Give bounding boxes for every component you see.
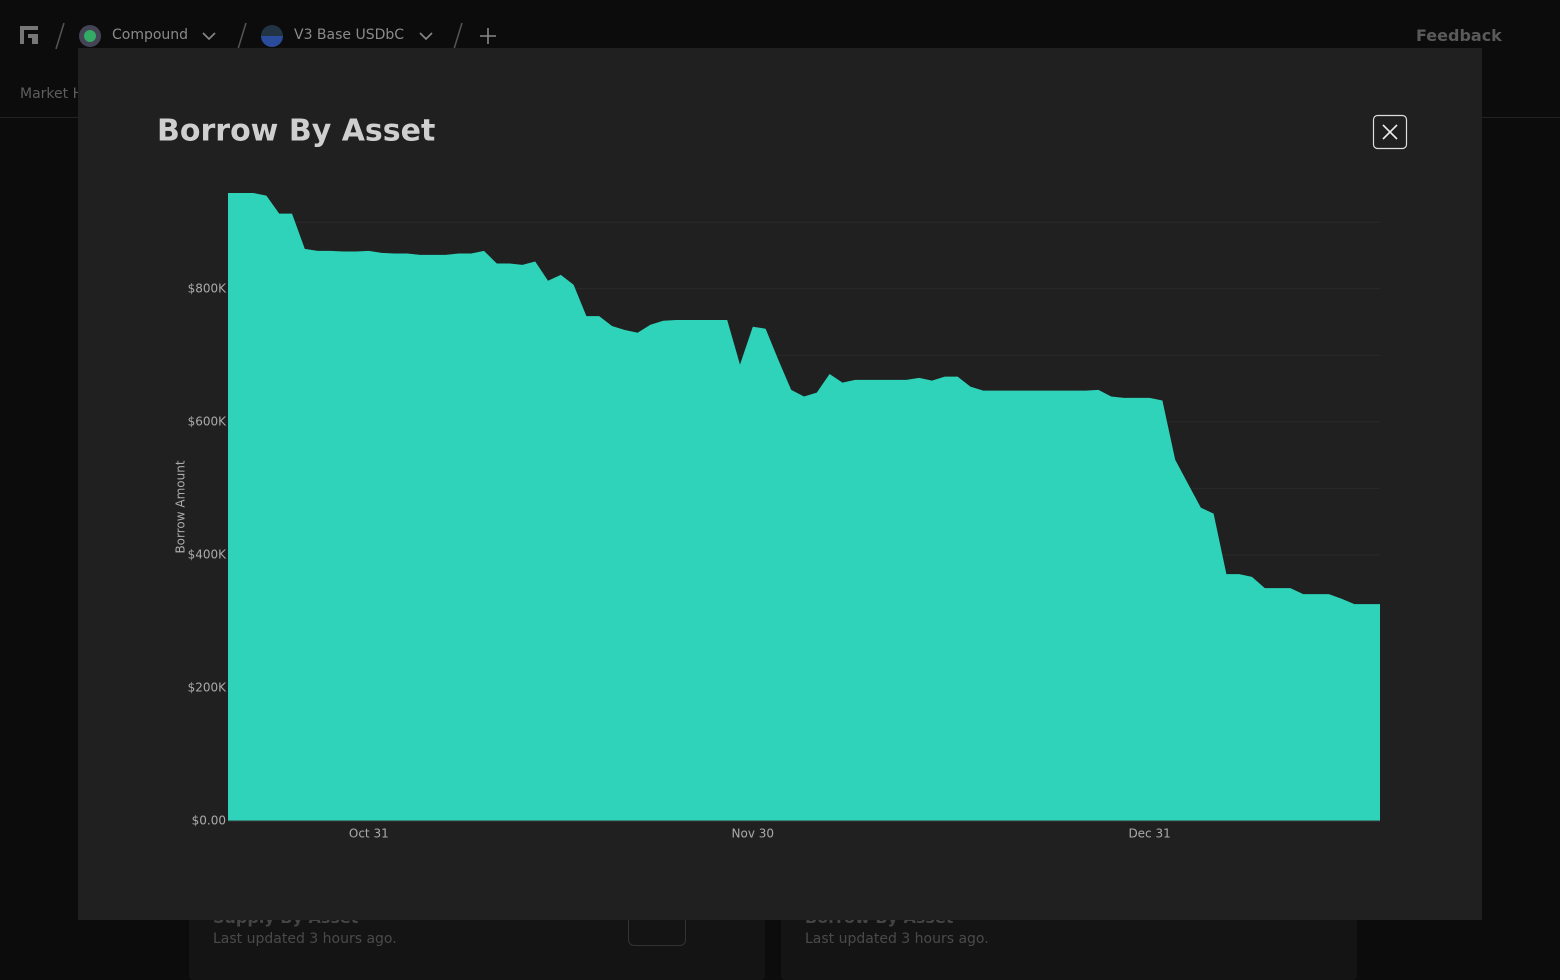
add-button[interactable] (479, 27, 497, 45)
logo (20, 26, 38, 44)
card-updated: Last updated 3 hours ago. (213, 931, 397, 947)
modal: Borrow By Asset Borrow Amount $0.00 $200K… (78, 48, 1482, 920)
market-icon (261, 25, 283, 47)
chart-title: Borrow By Asset (157, 114, 435, 149)
market-select[interactable]: V3 Base USDbC (294, 27, 405, 43)
y-axis-label: Borrow Amount (174, 460, 188, 553)
close-box[interactable] (1372, 114, 1408, 150)
separator (453, 22, 463, 50)
x-tick-label: Nov 30 (732, 827, 775, 841)
close-button[interactable] (1372, 114, 1408, 150)
protocol-select[interactable]: Compound (112, 27, 189, 43)
tab[interactable]: Market H (20, 86, 84, 102)
chart: Borrow By Asset Borrow Amount $0.00 $200K… (157, 114, 1408, 841)
chevron (202, 32, 216, 41)
feedback-button[interactable]: Feedback (1416, 26, 1502, 45)
y-tick-label: $400K (188, 547, 228, 561)
y-tick-label: $0.00 (192, 814, 226, 828)
separator (237, 22, 247, 50)
close-icon[interactable] (1382, 124, 1398, 140)
chevron (419, 32, 433, 41)
protocol-icon (79, 25, 101, 47)
x-tick-label: Oct 31 (349, 827, 389, 841)
area (228, 192, 1380, 821)
y-tick-label: $600K (188, 414, 228, 428)
separator (55, 22, 65, 50)
y-tick-label: $800K (188, 281, 228, 295)
y-tick-label: $200K (188, 680, 228, 694)
x-tick-label: Dec 31 (1128, 827, 1170, 841)
card-updated: Last updated 3 hours ago. (805, 931, 989, 947)
